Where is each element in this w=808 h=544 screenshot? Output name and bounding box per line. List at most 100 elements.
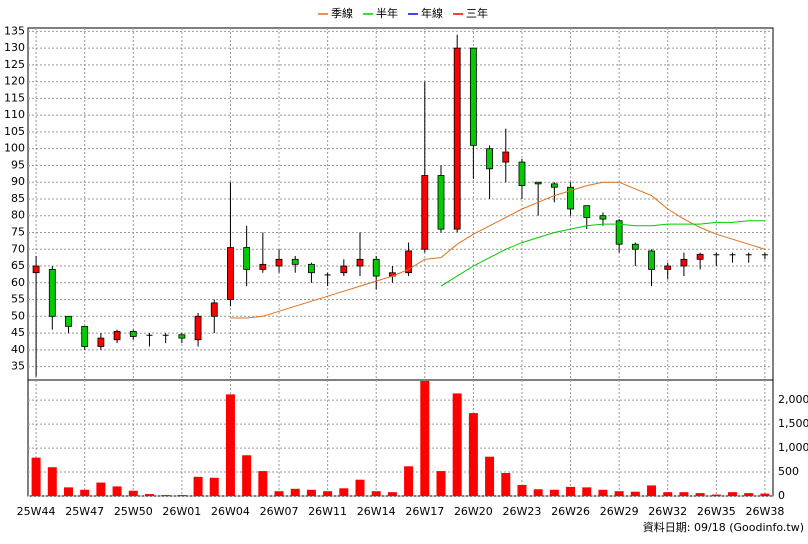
x-tick-label: 26W32 xyxy=(648,505,687,518)
volume-bar xyxy=(468,413,478,496)
volume-bar xyxy=(452,393,462,496)
volume-bar xyxy=(598,489,608,496)
volume-bar xyxy=(501,472,511,496)
volume-bar xyxy=(744,493,754,496)
candle-body xyxy=(534,181,542,185)
legend-label: 年線 xyxy=(421,6,443,20)
volume-bar xyxy=(614,491,624,496)
candle-body xyxy=(324,274,331,276)
candle-body xyxy=(81,325,89,347)
y-tick-label: 110 xyxy=(4,108,25,121)
candle-body xyxy=(372,258,380,277)
x-tick-label: 25W50 xyxy=(114,505,153,518)
ma-line xyxy=(440,220,765,287)
volume-bar xyxy=(549,489,559,496)
y-tick-label: 75 xyxy=(11,225,25,238)
candle-body xyxy=(437,175,445,230)
y-tick-label: 125 xyxy=(4,58,25,71)
volume-bar xyxy=(209,477,219,496)
candle-body xyxy=(97,337,105,347)
y-tick-label: 45 xyxy=(11,326,25,339)
volume-bar xyxy=(663,492,673,496)
x-tick-label: 26W35 xyxy=(697,505,736,518)
volume-bar xyxy=(582,487,592,496)
volume-bar xyxy=(258,471,268,496)
volume-bar xyxy=(728,492,738,496)
y-tick-label: 80 xyxy=(11,209,25,222)
y-tick-label: 70 xyxy=(11,242,25,255)
candle-body xyxy=(275,258,283,267)
volume-bar xyxy=(355,479,365,496)
volume-bar xyxy=(339,488,349,496)
volume-bar xyxy=(96,482,106,496)
y-tick-label: 90 xyxy=(11,175,25,188)
candle-body xyxy=(664,265,672,270)
y-tick-label: 105 xyxy=(4,125,25,138)
volume-bar xyxy=(485,456,495,496)
x-tick-label: 26W01 xyxy=(162,505,201,518)
candle-body xyxy=(178,334,186,339)
candle-body xyxy=(259,263,267,270)
y-tick-label: 60 xyxy=(11,276,25,289)
candle-body xyxy=(405,250,412,274)
y-tick-label: 120 xyxy=(4,75,25,88)
volume-bar xyxy=(47,467,57,496)
x-tick-label: 25W47 xyxy=(65,505,104,518)
volume-bar xyxy=(177,495,187,496)
x-tick-label: 26W20 xyxy=(454,505,493,518)
candle-body xyxy=(48,268,56,317)
candle-body xyxy=(567,186,574,210)
candle-body xyxy=(291,258,299,265)
candle-body xyxy=(308,263,315,274)
volume-bar xyxy=(225,394,235,496)
volume-bar xyxy=(161,495,171,496)
x-tick-label: 26W38 xyxy=(745,505,784,518)
candle-body xyxy=(696,253,704,260)
x-tick-label: 26W14 xyxy=(357,505,396,518)
candle-body xyxy=(599,215,607,220)
candle-body xyxy=(680,258,688,267)
volume-bar xyxy=(695,493,705,496)
candle-body xyxy=(113,330,121,341)
volume-bar xyxy=(387,492,397,496)
volume-bar xyxy=(306,489,316,496)
candle-body xyxy=(32,265,40,274)
x-tick-label: 26W11 xyxy=(308,505,347,518)
volume-bar xyxy=(128,490,138,496)
y-tick-label: 115 xyxy=(4,91,25,104)
y2-tick-label: 1,500 xyxy=(778,417,808,430)
y-tick-label: 95 xyxy=(11,158,25,171)
y-tick-label: 135 xyxy=(4,24,25,37)
candle-body xyxy=(453,47,461,230)
y-tick-label: 100 xyxy=(4,142,25,155)
y2-tick-label: 500 xyxy=(778,465,799,478)
volume-bar xyxy=(711,494,721,496)
volume-bar xyxy=(371,491,381,496)
candle-body xyxy=(227,247,234,300)
volume-bar xyxy=(630,491,640,496)
x-tick-label: 26W17 xyxy=(405,505,444,518)
volume-bar xyxy=(517,484,527,496)
candle-body xyxy=(340,265,348,274)
candle-body xyxy=(243,247,251,270)
x-tick-label: 26W04 xyxy=(211,505,250,518)
volume-bar xyxy=(63,487,73,496)
candle-body xyxy=(713,254,720,256)
volume-bar xyxy=(533,489,543,496)
candle-body xyxy=(162,334,169,336)
x-tick-label: 26W07 xyxy=(260,505,299,518)
legend-label: 三年 xyxy=(466,6,488,20)
volume-bar xyxy=(144,494,154,496)
candle-body xyxy=(729,254,736,256)
legend-label: 半年 xyxy=(376,6,398,20)
ma-line xyxy=(230,181,766,319)
volume-bar xyxy=(647,485,657,496)
volume-bar xyxy=(193,476,203,496)
y-tick-label: 55 xyxy=(11,293,25,306)
volume-bar xyxy=(760,493,770,496)
candle-body xyxy=(356,258,364,267)
candle-body xyxy=(648,250,655,270)
